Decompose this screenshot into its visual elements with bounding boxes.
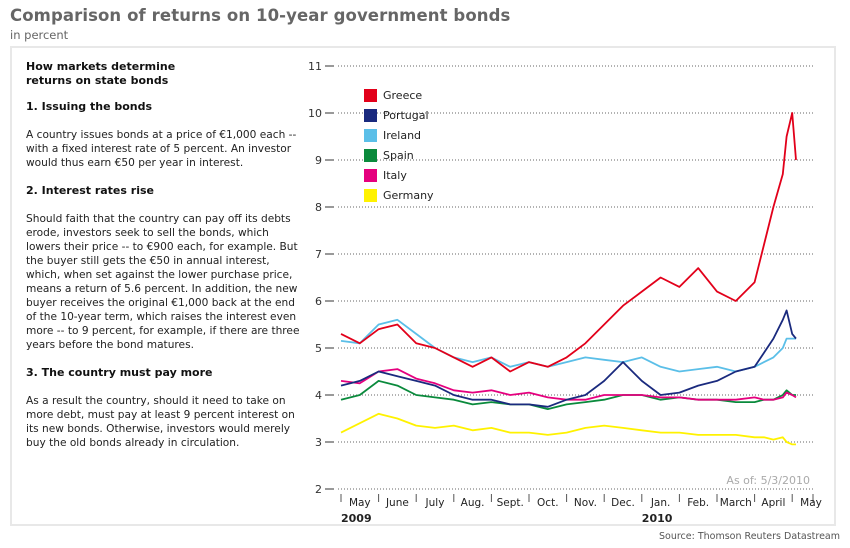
explainer-panel: How markets determine returns on state b… [26, 60, 301, 450]
x-tick-label: Oct. [537, 497, 559, 509]
y-tick-label: 11 [308, 60, 322, 73]
section-body: As a result the country, should it need … [26, 395, 295, 449]
legend-item-greece: Greece [364, 85, 434, 105]
x-tick-label: Feb. [687, 497, 709, 509]
x-tick-label: Dec. [611, 497, 635, 509]
y-tick-label: 8 [315, 201, 322, 214]
as-of-label: As of: 5/3/2010 [726, 474, 810, 487]
year-label: 2010 [642, 512, 673, 525]
section-title: 2. Interest rates rise [26, 184, 154, 197]
x-tick-label: Sept. [497, 497, 524, 509]
legend-item-ireland: Ireland [364, 125, 434, 145]
legend-label: Italy [383, 168, 407, 182]
chart-title: Comparison of returns on 10-year governm… [10, 6, 511, 25]
x-tick-label: Jan. [650, 497, 671, 509]
legend-swatch [364, 128, 377, 142]
series-line-ireland [340, 318, 796, 373]
chart-subtitle: in percent [10, 28, 69, 42]
section-body: Should faith that the country can pay of… [26, 213, 300, 351]
x-tick-label: April [761, 497, 785, 509]
legend-item-germany: Germany [364, 185, 434, 205]
x-tick-label: May [800, 497, 822, 509]
x-tick-label: March [720, 497, 752, 509]
series-line-italy [340, 368, 797, 401]
x-tick-label: May [349, 497, 371, 509]
y-tick-label: 5 [315, 342, 322, 355]
legend-item-portugal: Portugal [364, 105, 434, 125]
explainer-heading: How markets determine returns on state b… [26, 60, 176, 87]
x-tick-label: June [385, 497, 409, 509]
section-body: A country issues bonds at a price of €1,… [26, 129, 297, 169]
y-tick-label: 7 [315, 248, 322, 261]
y-tick-label: 2 [315, 483, 322, 496]
y-tick-label: 6 [315, 295, 322, 308]
section-title: 3. The country must pay more [26, 366, 213, 379]
legend-label: Portugal [383, 108, 429, 122]
legend-swatch [364, 108, 377, 122]
legend: Greece Portugal Ireland Spain Italy Germany [364, 85, 434, 205]
legend-label: Spain [383, 148, 414, 162]
legend-swatch [364, 148, 377, 162]
legend-label: Germany [383, 188, 434, 202]
series-lines [340, 112, 797, 446]
series-line-spain [340, 379, 796, 411]
series-line-germany [340, 412, 796, 446]
chart-frame [10, 46, 836, 526]
y-tick-label: 9 [315, 154, 322, 167]
x-tick-label: Aug. [461, 497, 485, 509]
legend-item-italy: Italy [364, 165, 434, 185]
legend-label: Greece [383, 88, 423, 102]
y-tick-label: 10 [308, 107, 322, 120]
legend-swatch [364, 88, 377, 102]
legend-label: Ireland [383, 128, 422, 142]
series-line-portugal [340, 309, 797, 408]
x-tick-label: July [425, 497, 445, 509]
year-label: 2009 [341, 512, 372, 525]
y-tick-label: 3 [315, 436, 322, 449]
x-tick-label: Nov. [574, 497, 597, 509]
section-title: 1. Issuing the bonds [26, 100, 153, 113]
series-line-greece [340, 112, 797, 373]
legend-swatch [364, 188, 377, 202]
legend-item-spain: Spain [364, 145, 434, 165]
x-axis: May June July Aug. Sept. Oct. Nov. Dec. Jan. Feb.… [340, 494, 822, 525]
y-tick-label: 4 [315, 389, 322, 402]
y-axis: 2 3 4 5 6 7 8 9 10 11 [308, 60, 334, 496]
legend-swatch [364, 168, 377, 182]
source-note: Source: Thomson Reuters Datastream [658, 531, 840, 542]
